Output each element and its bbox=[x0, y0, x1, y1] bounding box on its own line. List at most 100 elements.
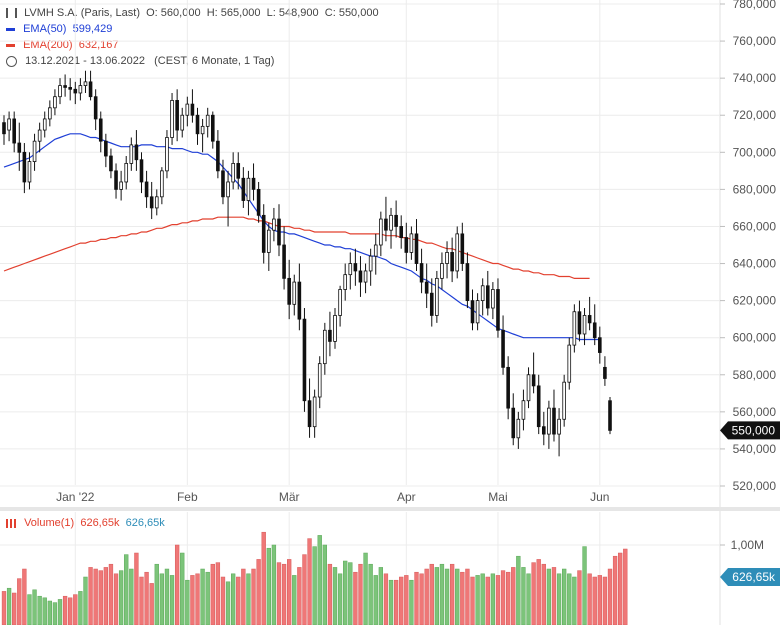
candle bbox=[246, 170, 251, 216]
volume-bar bbox=[592, 576, 597, 625]
volume-bar bbox=[108, 563, 114, 625]
volume-bar bbox=[256, 559, 261, 625]
volume-bar bbox=[495, 575, 501, 625]
candle-body-up bbox=[292, 281, 297, 305]
candle-body-down bbox=[470, 300, 475, 324]
candle bbox=[557, 408, 561, 457]
volume-bar bbox=[220, 576, 226, 625]
candle-body-up bbox=[567, 344, 572, 383]
volume-bar bbox=[373, 575, 378, 625]
candle-body-up bbox=[516, 418, 521, 439]
volume-bar bbox=[88, 567, 93, 625]
candle bbox=[475, 293, 480, 331]
range-legend: 13.12.2021 - 13.06.2022 (CEST, 6 Monate,… bbox=[6, 54, 274, 68]
volume-bar bbox=[73, 594, 78, 625]
volume-bar bbox=[455, 568, 460, 625]
candle-body-down bbox=[22, 151, 27, 183]
candle-body-down bbox=[501, 329, 505, 368]
volume-bar bbox=[32, 589, 37, 625]
volume-bar bbox=[195, 573, 200, 625]
candle-body-up bbox=[42, 118, 47, 131]
candle bbox=[424, 263, 429, 309]
candle-body-down bbox=[2, 122, 6, 135]
candle-body-up bbox=[491, 289, 495, 309]
candle bbox=[394, 200, 398, 238]
candle-body-down bbox=[17, 142, 22, 153]
candle bbox=[195, 107, 200, 145]
candle-body-down bbox=[404, 237, 409, 253]
candle bbox=[180, 107, 185, 138]
candle bbox=[22, 143, 27, 194]
clock-icon bbox=[6, 55, 17, 67]
ema200-legend: EMA(200) 632,167 bbox=[6, 38, 118, 52]
candle-body-up bbox=[165, 137, 169, 172]
volume-bar bbox=[332, 567, 338, 625]
candle-body-up bbox=[267, 229, 271, 253]
volume-bar bbox=[78, 591, 83, 625]
candle bbox=[450, 237, 454, 283]
candle-body-down bbox=[221, 170, 225, 198]
candle-body-down bbox=[358, 270, 363, 283]
volume-bar bbox=[526, 573, 531, 625]
candle bbox=[511, 393, 516, 446]
candle bbox=[445, 241, 449, 279]
volume-legend: Volume(1) 626,65k 626,65k bbox=[6, 516, 165, 530]
ema50-swatch bbox=[6, 27, 15, 31]
volume-bar bbox=[480, 573, 485, 625]
volume-bar bbox=[271, 544, 277, 625]
candle-body-up bbox=[246, 177, 251, 201]
candle-body-up bbox=[582, 315, 587, 335]
volume-bar bbox=[414, 571, 419, 625]
candle-body-down bbox=[134, 144, 139, 161]
volume-bar bbox=[322, 544, 327, 625]
volume-bar bbox=[419, 573, 424, 625]
ema200-value: 632,167 bbox=[78, 39, 119, 51]
candle bbox=[368, 248, 373, 286]
candle-body-up bbox=[32, 140, 37, 162]
candle bbox=[348, 252, 353, 290]
y-tick-label: 760,000 bbox=[733, 34, 777, 48]
volume-bar bbox=[521, 567, 526, 625]
y-tick-label: 660,000 bbox=[733, 219, 777, 233]
volume-bar bbox=[139, 576, 144, 625]
candle bbox=[129, 137, 134, 171]
candle-body-up bbox=[572, 311, 577, 346]
candle bbox=[261, 204, 266, 264]
candle-body-up bbox=[58, 85, 62, 98]
candle bbox=[68, 78, 73, 101]
x-tick-label: Jan '22 bbox=[56, 490, 95, 504]
candle bbox=[282, 226, 286, 290]
high-value: H: 565,000 bbox=[206, 7, 261, 19]
volume-bar bbox=[546, 568, 552, 625]
candle-body-up bbox=[226, 181, 230, 198]
volume-bar bbox=[149, 583, 154, 625]
candle bbox=[32, 133, 37, 171]
candle bbox=[287, 259, 291, 320]
candle bbox=[190, 89, 195, 123]
y-tick-label: 700,000 bbox=[733, 145, 777, 159]
candle-body-down bbox=[210, 114, 215, 142]
candle-body-down bbox=[88, 81, 93, 98]
candle bbox=[547, 400, 551, 449]
volume-bar bbox=[511, 567, 516, 625]
volume-bar bbox=[399, 576, 404, 625]
volume-label: Volume(1) bbox=[24, 517, 75, 529]
volume-value-2: 626,65k bbox=[125, 517, 165, 529]
candle-body-down bbox=[496, 289, 500, 331]
candle-body-up bbox=[205, 114, 210, 127]
volume-bar bbox=[439, 563, 445, 625]
candle bbox=[42, 111, 47, 138]
panel-separator bbox=[0, 507, 780, 511]
candle bbox=[409, 226, 414, 260]
y-tick-label: 620,000 bbox=[733, 294, 777, 308]
candle-body-up bbox=[547, 407, 551, 435]
volume-bar bbox=[185, 579, 190, 625]
candle-body-up bbox=[160, 170, 164, 198]
candle bbox=[226, 170, 230, 227]
candle-body-down bbox=[241, 177, 246, 201]
volume-bar bbox=[363, 552, 368, 625]
candle bbox=[465, 252, 470, 309]
candle bbox=[139, 152, 144, 194]
candle bbox=[236, 152, 241, 190]
